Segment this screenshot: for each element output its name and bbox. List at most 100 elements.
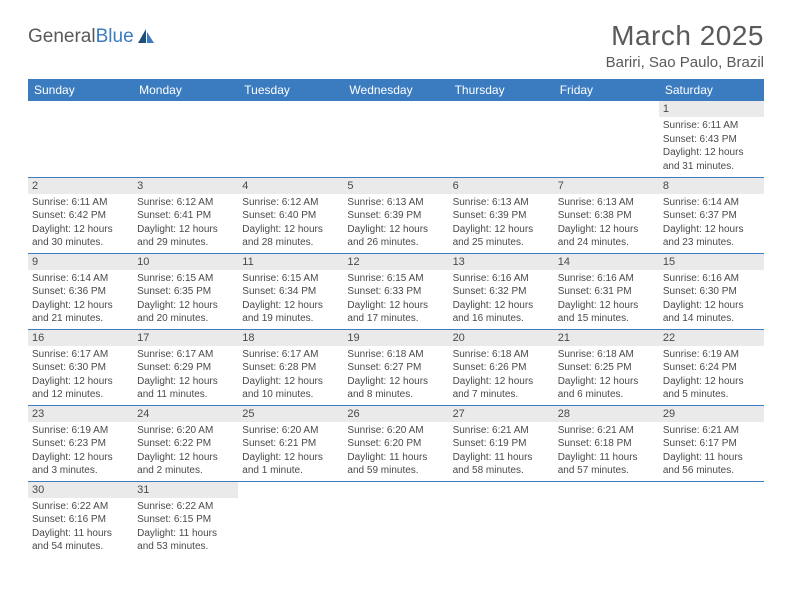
day-number: 6: [449, 178, 554, 194]
day-detail: Sunrise: 6:16 AMSunset: 6:30 PMDaylight:…: [659, 270, 764, 329]
weekday-header: Sunday: [28, 79, 133, 101]
calendar-day-cell: 16Sunrise: 6:17 AMSunset: 6:30 PMDayligh…: [28, 329, 133, 405]
calendar-day-cell: 9Sunrise: 6:14 AMSunset: 6:36 PMDaylight…: [28, 253, 133, 329]
day-detail: Sunrise: 6:17 AMSunset: 6:29 PMDaylight:…: [133, 346, 238, 405]
day-number: 29: [659, 406, 764, 422]
day-number: 9: [28, 254, 133, 270]
weekday-header: Friday: [554, 79, 659, 101]
day-detail: Sunrise: 6:15 AMSunset: 6:35 PMDaylight:…: [133, 270, 238, 329]
title-block: March 2025 Bariri, Sao Paulo, Brazil: [606, 20, 764, 71]
day-detail: Sunrise: 6:13 AMSunset: 6:38 PMDaylight:…: [554, 194, 659, 253]
day-detail: Sunrise: 6:16 AMSunset: 6:32 PMDaylight:…: [449, 270, 554, 329]
day-number: 19: [343, 330, 448, 346]
calendar-day-cell: 27Sunrise: 6:21 AMSunset: 6:19 PMDayligh…: [449, 405, 554, 481]
weekday-header: Wednesday: [343, 79, 448, 101]
calendar-week-row: 9Sunrise: 6:14 AMSunset: 6:36 PMDaylight…: [28, 253, 764, 329]
calendar-day-cell: 29Sunrise: 6:21 AMSunset: 6:17 PMDayligh…: [659, 405, 764, 481]
day-detail: Sunrise: 6:18 AMSunset: 6:27 PMDaylight:…: [343, 346, 448, 405]
day-number: 23: [28, 406, 133, 422]
calendar-day-cell: 11Sunrise: 6:15 AMSunset: 6:34 PMDayligh…: [238, 253, 343, 329]
day-detail: Sunrise: 6:13 AMSunset: 6:39 PMDaylight:…: [343, 194, 448, 253]
calendar-body: 1Sunrise: 6:11 AMSunset: 6:43 PMDaylight…: [28, 101, 764, 557]
day-detail: Sunrise: 6:21 AMSunset: 6:18 PMDaylight:…: [554, 422, 659, 481]
calendar-empty-cell: [343, 101, 448, 177]
calendar-day-cell: 17Sunrise: 6:17 AMSunset: 6:29 PMDayligh…: [133, 329, 238, 405]
logo-text-general: General: [28, 26, 96, 47]
calendar-day-cell: 13Sunrise: 6:16 AMSunset: 6:32 PMDayligh…: [449, 253, 554, 329]
day-detail: Sunrise: 6:19 AMSunset: 6:24 PMDaylight:…: [659, 346, 764, 405]
day-detail: Sunrise: 6:14 AMSunset: 6:37 PMDaylight:…: [659, 194, 764, 253]
day-detail: Sunrise: 6:15 AMSunset: 6:33 PMDaylight:…: [343, 270, 448, 329]
calendar-day-cell: 23Sunrise: 6:19 AMSunset: 6:23 PMDayligh…: [28, 405, 133, 481]
day-detail: Sunrise: 6:17 AMSunset: 6:28 PMDaylight:…: [238, 346, 343, 405]
day-detail: Sunrise: 6:12 AMSunset: 6:40 PMDaylight:…: [238, 194, 343, 253]
day-detail: Sunrise: 6:13 AMSunset: 6:39 PMDaylight:…: [449, 194, 554, 253]
day-number: 2: [28, 178, 133, 194]
logo-text: GeneralBlue: [28, 26, 134, 48]
calendar-empty-cell: [659, 481, 764, 557]
calendar-day-cell: 24Sunrise: 6:20 AMSunset: 6:22 PMDayligh…: [133, 405, 238, 481]
calendar-day-cell: 12Sunrise: 6:15 AMSunset: 6:33 PMDayligh…: [343, 253, 448, 329]
day-number: 15: [659, 254, 764, 270]
day-number: 20: [449, 330, 554, 346]
header: GeneralBlue March 2025 Bariri, Sao Paulo…: [28, 20, 764, 71]
weekday-header: Monday: [133, 79, 238, 101]
logo: GeneralBlue: [28, 20, 156, 48]
day-number: 1: [659, 101, 764, 117]
day-detail: Sunrise: 6:20 AMSunset: 6:20 PMDaylight:…: [343, 422, 448, 481]
calendar-day-cell: 19Sunrise: 6:18 AMSunset: 6:27 PMDayligh…: [343, 329, 448, 405]
day-detail: Sunrise: 6:11 AMSunset: 6:43 PMDaylight:…: [659, 117, 764, 176]
calendar-day-cell: 31Sunrise: 6:22 AMSunset: 6:15 PMDayligh…: [133, 481, 238, 557]
month-title: March 2025: [606, 20, 764, 52]
day-number: 11: [238, 254, 343, 270]
calendar-day-cell: 25Sunrise: 6:20 AMSunset: 6:21 PMDayligh…: [238, 405, 343, 481]
calendar-page: GeneralBlue March 2025 Bariri, Sao Paulo…: [0, 0, 792, 557]
calendar-day-cell: 6Sunrise: 6:13 AMSunset: 6:39 PMDaylight…: [449, 177, 554, 253]
calendar-day-cell: 21Sunrise: 6:18 AMSunset: 6:25 PMDayligh…: [554, 329, 659, 405]
calendar-week-row: 2Sunrise: 6:11 AMSunset: 6:42 PMDaylight…: [28, 177, 764, 253]
calendar-empty-cell: [449, 101, 554, 177]
day-detail: Sunrise: 6:20 AMSunset: 6:21 PMDaylight:…: [238, 422, 343, 481]
calendar-table: SundayMondayTuesdayWednesdayThursdayFrid…: [28, 79, 764, 557]
calendar-day-cell: 1Sunrise: 6:11 AMSunset: 6:43 PMDaylight…: [659, 101, 764, 177]
day-detail: Sunrise: 6:16 AMSunset: 6:31 PMDaylight:…: [554, 270, 659, 329]
logo-text-blue: Blue: [96, 26, 134, 47]
day-detail: Sunrise: 6:14 AMSunset: 6:36 PMDaylight:…: [28, 270, 133, 329]
calendar-day-cell: 15Sunrise: 6:16 AMSunset: 6:30 PMDayligh…: [659, 253, 764, 329]
day-number: 14: [554, 254, 659, 270]
calendar-empty-cell: [238, 101, 343, 177]
weekday-header: Thursday: [449, 79, 554, 101]
day-number: 31: [133, 482, 238, 498]
calendar-empty-cell: [343, 481, 448, 557]
day-detail: Sunrise: 6:21 AMSunset: 6:19 PMDaylight:…: [449, 422, 554, 481]
calendar-day-cell: 22Sunrise: 6:19 AMSunset: 6:24 PMDayligh…: [659, 329, 764, 405]
calendar-day-cell: 30Sunrise: 6:22 AMSunset: 6:16 PMDayligh…: [28, 481, 133, 557]
calendar-day-cell: 7Sunrise: 6:13 AMSunset: 6:38 PMDaylight…: [554, 177, 659, 253]
day-detail: Sunrise: 6:11 AMSunset: 6:42 PMDaylight:…: [28, 194, 133, 253]
calendar-day-cell: 3Sunrise: 6:12 AMSunset: 6:41 PMDaylight…: [133, 177, 238, 253]
day-detail: Sunrise: 6:20 AMSunset: 6:22 PMDaylight:…: [133, 422, 238, 481]
calendar-day-cell: 28Sunrise: 6:21 AMSunset: 6:18 PMDayligh…: [554, 405, 659, 481]
day-detail: Sunrise: 6:17 AMSunset: 6:30 PMDaylight:…: [28, 346, 133, 405]
day-detail: Sunrise: 6:21 AMSunset: 6:17 PMDaylight:…: [659, 422, 764, 481]
location: Bariri, Sao Paulo, Brazil: [606, 54, 764, 71]
day-number: 13: [449, 254, 554, 270]
day-detail: Sunrise: 6:18 AMSunset: 6:26 PMDaylight:…: [449, 346, 554, 405]
day-number: 26: [343, 406, 448, 422]
day-number: 24: [133, 406, 238, 422]
calendar-day-cell: 8Sunrise: 6:14 AMSunset: 6:37 PMDaylight…: [659, 177, 764, 253]
calendar-empty-cell: [554, 101, 659, 177]
day-number: 12: [343, 254, 448, 270]
calendar-empty-cell: [449, 481, 554, 557]
calendar-day-cell: 20Sunrise: 6:18 AMSunset: 6:26 PMDayligh…: [449, 329, 554, 405]
day-detail: Sunrise: 6:15 AMSunset: 6:34 PMDaylight:…: [238, 270, 343, 329]
day-number: 16: [28, 330, 133, 346]
calendar-day-cell: 14Sunrise: 6:16 AMSunset: 6:31 PMDayligh…: [554, 253, 659, 329]
day-number: 25: [238, 406, 343, 422]
day-number: 3: [133, 178, 238, 194]
day-number: 8: [659, 178, 764, 194]
calendar-empty-cell: [554, 481, 659, 557]
calendar-week-row: 16Sunrise: 6:17 AMSunset: 6:30 PMDayligh…: [28, 329, 764, 405]
calendar-day-cell: 18Sunrise: 6:17 AMSunset: 6:28 PMDayligh…: [238, 329, 343, 405]
calendar-day-cell: 10Sunrise: 6:15 AMSunset: 6:35 PMDayligh…: [133, 253, 238, 329]
